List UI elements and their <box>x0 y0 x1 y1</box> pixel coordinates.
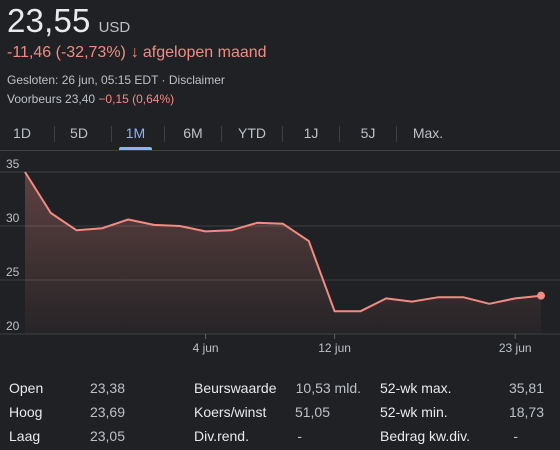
stat-value-52wk-low: 18,73 <box>508 404 544 420</box>
price-line <box>24 171 542 313</box>
tab-1d[interactable]: 1D <box>13 125 31 141</box>
stat-label-pe-ratio: Koers/winst <box>194 404 267 420</box>
stat-value-open: 23,38 <box>89 380 125 396</box>
active-tab-indicator <box>119 147 152 150</box>
last-price-marker <box>537 291 545 300</box>
data-point <box>281 222 285 226</box>
data-point <box>75 228 79 232</box>
stat-label-52wk-high: 52-wk max. <box>380 380 452 396</box>
stat-value-high: 23,69 <box>89 404 125 420</box>
closed-info: Gesloten: 26 jun, 05:15 EDT · Disclaimer <box>7 73 225 87</box>
data-point <box>307 239 311 243</box>
range-tabs: 1D 5D 1M 6M YTD 1J 5J Max. <box>0 118 560 150</box>
price-chart[interactable]: 35 30 25 20 4 jun 12 jun 23 jun <box>0 152 560 362</box>
current-price: 23,55 <box>7 2 91 39</box>
data-point <box>49 211 53 215</box>
currency-label: USD <box>98 19 131 36</box>
data-point <box>513 296 517 300</box>
data-point <box>152 223 156 227</box>
stat-label-market-cap: Beurswaarde <box>194 380 277 396</box>
tab-5d[interactable]: 5D <box>70 125 88 141</box>
data-point <box>333 309 337 313</box>
change-value: -11,46 (-32,73%) <box>7 44 126 61</box>
tab-1j[interactable]: 1J <box>303 125 319 141</box>
y-tick-label: 20 <box>6 319 20 333</box>
tab-1m[interactable]: 1M <box>119 118 152 150</box>
data-point <box>436 295 440 299</box>
data-point <box>23 170 27 174</box>
stat-value-div-yield: - <box>297 428 302 444</box>
stat-value-quarterly-div: - <box>513 428 518 444</box>
stat-value-pe-ratio: 51,05 <box>294 404 330 420</box>
x-tick-label: 4 jun <box>193 341 219 355</box>
premarket-label: Voorbeurs 23,40 <box>7 92 96 106</box>
data-point <box>178 224 182 228</box>
premarket-info: Voorbeurs 23,40 −0,15 (0,64%) <box>7 92 174 106</box>
stat-label-high: Hoog <box>9 404 43 420</box>
data-point <box>126 218 130 222</box>
data-point <box>204 229 208 233</box>
stat-label-open: Open <box>9 380 44 396</box>
price-change: -11,46 (-32,73%) ↓ afgelopen maand <box>7 44 267 62</box>
x-tick-label: 12 jun <box>318 341 351 355</box>
premarket-change: −0,15 (0,64%) <box>98 92 175 106</box>
data-point <box>462 295 466 299</box>
tabs-divider <box>0 150 560 151</box>
data-point <box>255 221 259 225</box>
y-tick-label: 35 <box>6 157 20 171</box>
stat-value-52wk-high: 35,81 <box>508 380 544 396</box>
price-area <box>25 172 541 334</box>
data-point <box>410 300 414 304</box>
stat-label-52wk-low: 52-wk min. <box>380 404 448 420</box>
arrow-down-icon: ↓ <box>130 44 139 61</box>
data-point <box>384 296 388 300</box>
tab-max[interactable]: Max. <box>412 125 444 141</box>
data-point <box>229 228 233 232</box>
data-point <box>487 302 491 306</box>
stat-label-div-yield: Div.rend. <box>194 428 249 444</box>
change-period: afgelopen maand <box>142 44 267 61</box>
stat-label-quarterly-div: Bedrag kw.div. <box>380 428 471 444</box>
stat-label-low: Laag <box>9 428 41 444</box>
tab-5j[interactable]: 5J <box>360 125 376 141</box>
data-point <box>358 309 362 313</box>
data-point <box>100 226 104 230</box>
stat-value-market-cap: 10,53 mld. <box>295 380 361 396</box>
x-tick-label: 23 jun <box>499 341 532 355</box>
y-tick-label: 30 <box>6 211 20 225</box>
y-tick-label: 25 <box>6 265 20 279</box>
tab-ytd[interactable]: YTD <box>238 125 266 141</box>
tab-6m[interactable]: 6M <box>183 125 203 141</box>
stat-value-low: 23,05 <box>89 428 125 444</box>
quote-header: 23,55 USD <box>7 2 130 40</box>
